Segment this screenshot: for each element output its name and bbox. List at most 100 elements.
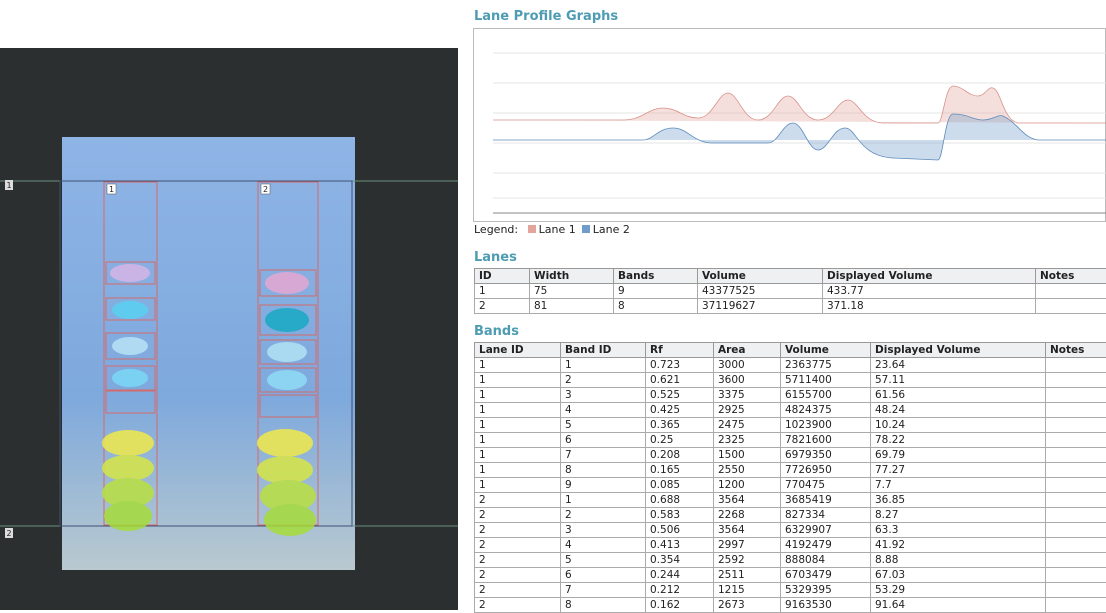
- table-cell: 0.583: [646, 508, 714, 523]
- table-cell: 1: [475, 373, 561, 388]
- column-header: Lane ID: [475, 343, 561, 358]
- table-cell: [1046, 478, 1106, 493]
- plate-image: 1 2 1 2: [0, 48, 458, 610]
- table-cell: 2: [475, 299, 530, 314]
- legend-entry: Lane 1: [539, 223, 576, 236]
- table-cell: 3564: [714, 493, 781, 508]
- table-cell: 7: [561, 448, 646, 463]
- table-cell: 2: [475, 568, 561, 583]
- table-cell: 6329907: [781, 523, 871, 538]
- table-cell: 2: [475, 523, 561, 538]
- table-cell: 67.03: [871, 568, 1046, 583]
- table-cell: 0.244: [646, 568, 714, 583]
- bands-title: Bands: [474, 324, 519, 339]
- table-cell: 1200: [714, 478, 781, 493]
- table-cell: 3: [561, 523, 646, 538]
- table-cell: 4192479: [781, 538, 871, 553]
- table-cell: [1046, 538, 1106, 553]
- table-cell: 69.79: [871, 448, 1046, 463]
- table-cell: 9: [614, 284, 698, 299]
- lanes-title: Lanes: [474, 250, 517, 265]
- table-cell: 53.29: [871, 583, 1046, 598]
- table-cell: [1046, 448, 1106, 463]
- table-cell: 7821600: [781, 433, 871, 448]
- table-cell: [1046, 463, 1106, 478]
- table-cell: 0.165: [646, 463, 714, 478]
- table-cell: 10.24: [871, 418, 1046, 433]
- table-cell: 1: [475, 448, 561, 463]
- table-cell: 0.425: [646, 403, 714, 418]
- table-cell: 2550: [714, 463, 781, 478]
- legend-entry: Lane 2: [593, 223, 630, 236]
- legend-swatch: [528, 225, 536, 233]
- table-cell: 1: [475, 388, 561, 403]
- table-cell: 1: [475, 478, 561, 493]
- table-cell: 2: [475, 583, 561, 598]
- table-cell: 888084: [781, 553, 871, 568]
- table-cell: 1: [561, 493, 646, 508]
- table-cell: 2: [561, 508, 646, 523]
- legend-swatch: [582, 225, 590, 233]
- table-cell: 75: [530, 284, 614, 299]
- column-header: Area: [714, 343, 781, 358]
- table-cell: 0.208: [646, 448, 714, 463]
- table-cell: 3685419: [781, 493, 871, 508]
- table-cell: 2: [475, 508, 561, 523]
- table-cell: [1036, 299, 1106, 314]
- table-cell: 6: [561, 568, 646, 583]
- table-cell: 3564: [714, 523, 781, 538]
- table-cell: 4: [561, 538, 646, 553]
- table-cell: 0.525: [646, 388, 714, 403]
- table-cell: 4824375: [781, 403, 871, 418]
- table-cell: 6155700: [781, 388, 871, 403]
- table-cell: 37119627: [698, 299, 823, 314]
- table-cell: 0.413: [646, 538, 714, 553]
- table-cell: 77.27: [871, 463, 1046, 478]
- table-cell: [1046, 388, 1106, 403]
- table-cell: 1: [475, 358, 561, 373]
- table-cell: 2: [475, 493, 561, 508]
- table-cell: 63.3: [871, 523, 1046, 538]
- table-cell: 8: [561, 598, 646, 613]
- table-cell: 770475: [781, 478, 871, 493]
- table-cell: 5329395: [781, 583, 871, 598]
- lane-label: 1: [109, 185, 114, 194]
- table-cell: 9163530: [781, 598, 871, 613]
- column-header: Width: [530, 269, 614, 284]
- table-cell: 3000: [714, 358, 781, 373]
- table-cell: 43377525: [698, 284, 823, 299]
- table-cell: [1046, 358, 1106, 373]
- table-cell: 1: [561, 358, 646, 373]
- table-cell: 2: [475, 598, 561, 613]
- table-cell: 7: [561, 583, 646, 598]
- table-cell: [1046, 523, 1106, 538]
- table-cell: 1215: [714, 583, 781, 598]
- table-cell: 7.7: [871, 478, 1046, 493]
- table-cell: 2475: [714, 418, 781, 433]
- table-cell: 23.64: [871, 358, 1046, 373]
- table-cell: [1046, 493, 1106, 508]
- table-cell: 4: [561, 403, 646, 418]
- table-cell: 0.621: [646, 373, 714, 388]
- column-header: Displayed Volume: [871, 343, 1046, 358]
- column-header: Bands: [614, 269, 698, 284]
- table-cell: 2997: [714, 538, 781, 553]
- table-cell: 1: [475, 418, 561, 433]
- page: 1 2 1 2 Lane Profile Graphs Legend: Lane…: [0, 0, 1106, 610]
- table-cell: 433.77: [823, 284, 1036, 299]
- table-cell: 2363775: [781, 358, 871, 373]
- table-cell: 1: [475, 403, 561, 418]
